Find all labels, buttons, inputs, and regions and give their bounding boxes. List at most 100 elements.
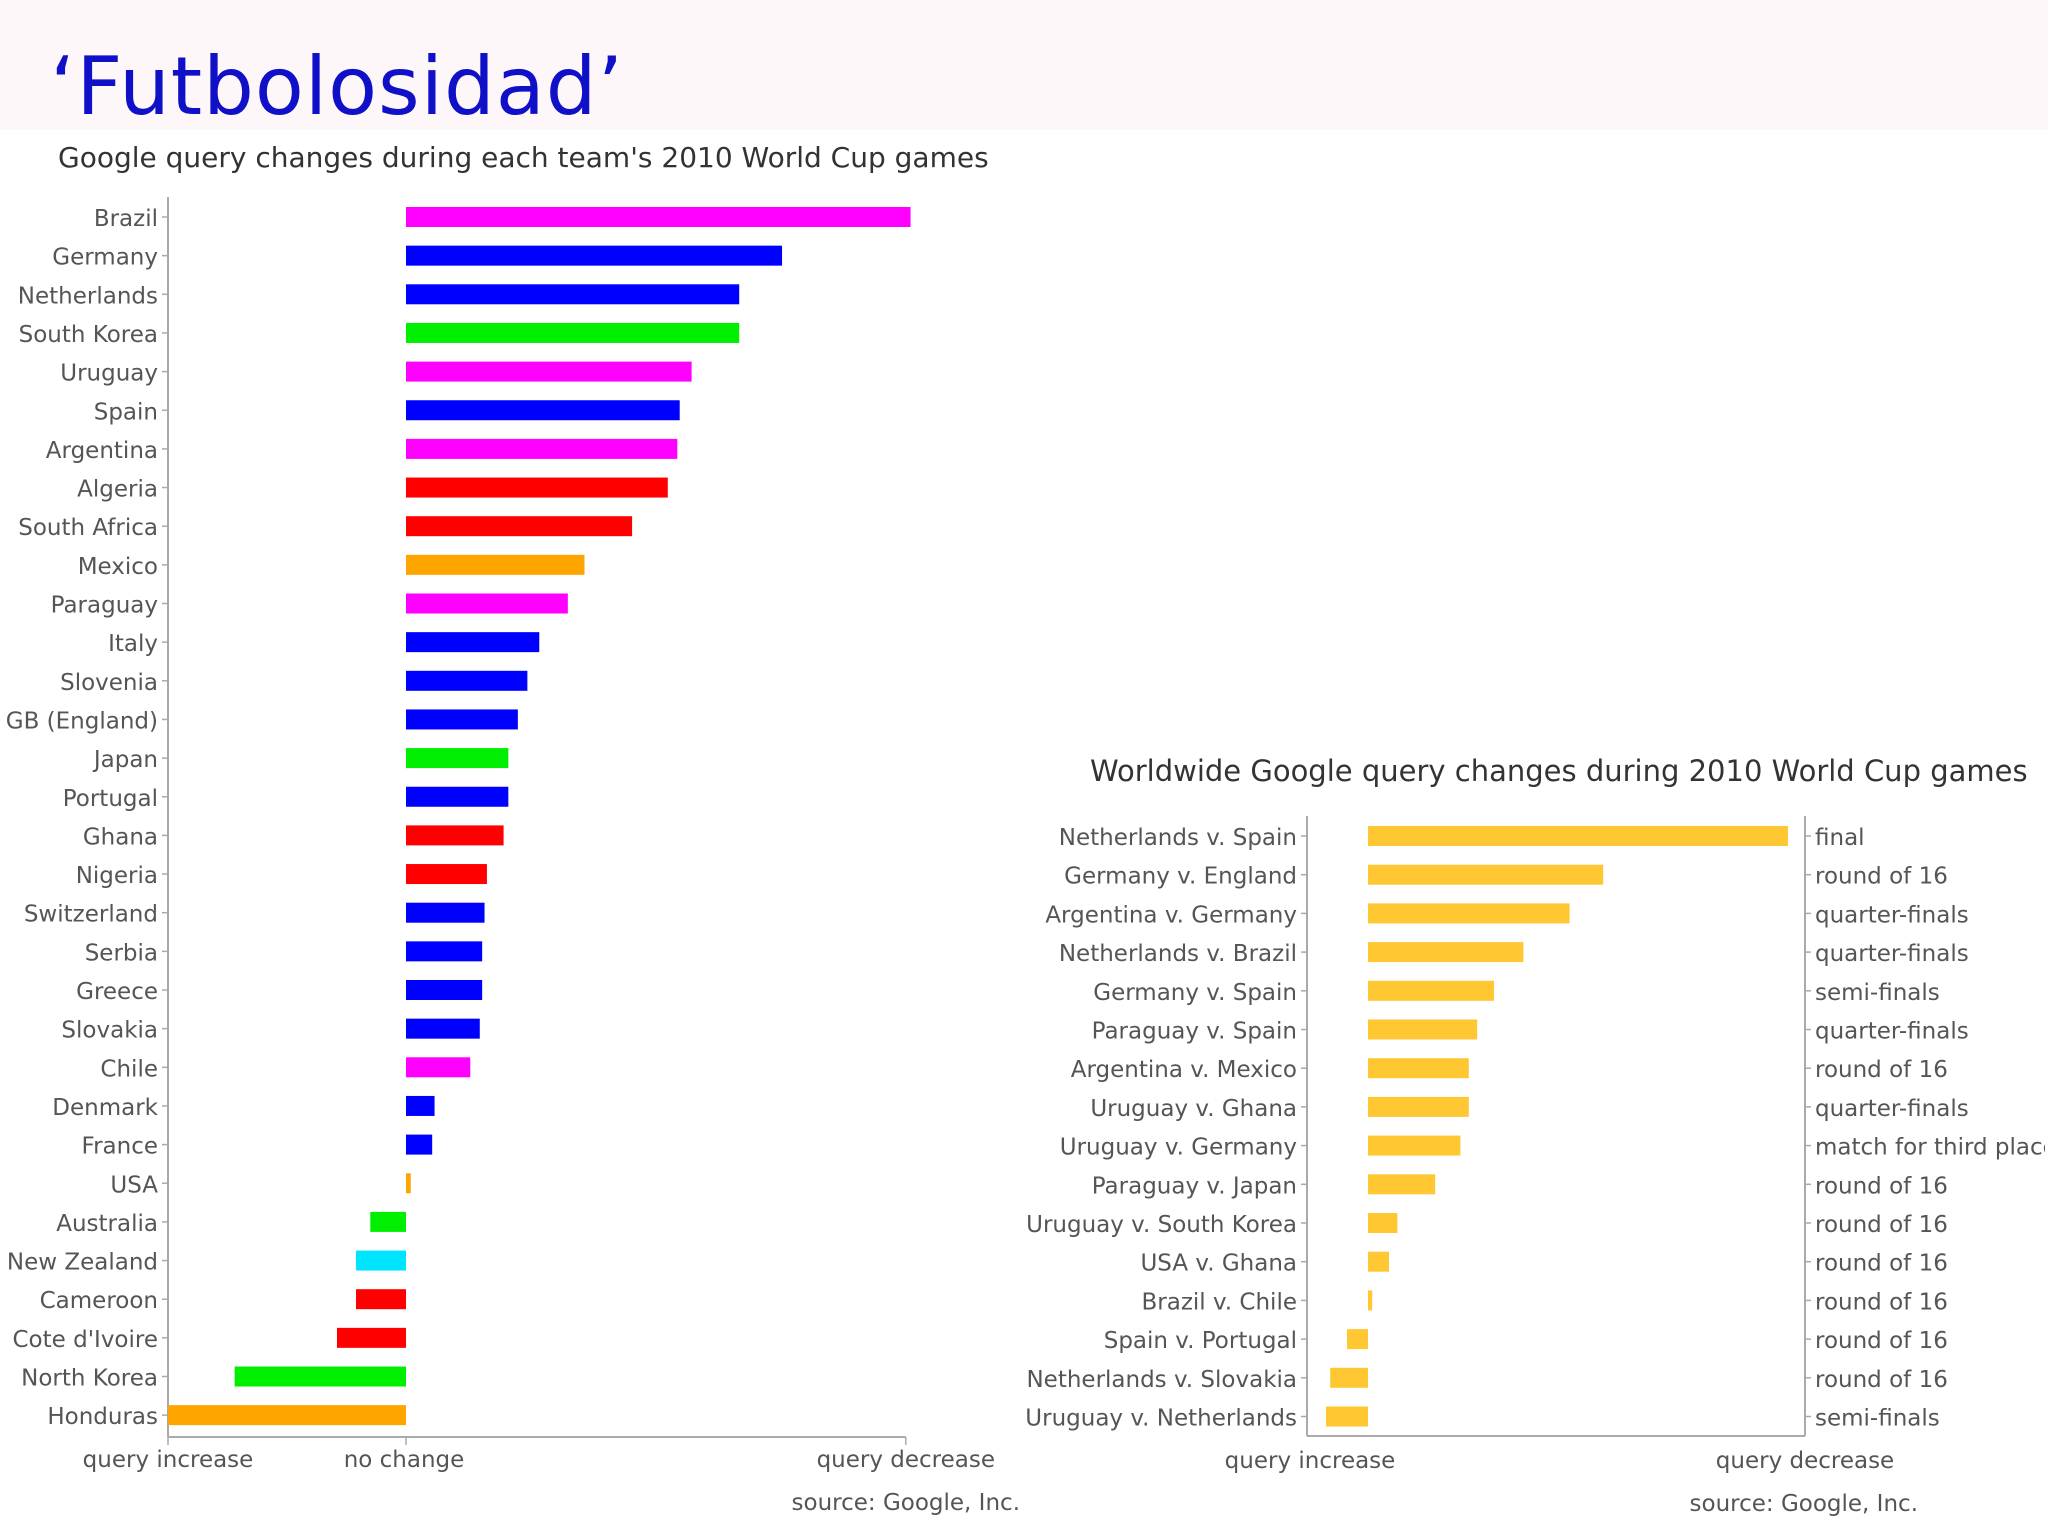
bar xyxy=(406,400,680,421)
category-label: Chile xyxy=(100,1056,158,1082)
stage-label: quarter-finals xyxy=(1815,1096,1969,1122)
category-label: GB (England) xyxy=(6,708,158,734)
category-label: Uruguay xyxy=(60,361,158,387)
bar xyxy=(406,632,540,653)
match-label: Netherlands v. Slovakia xyxy=(1026,1367,1297,1393)
x-label-increase: query increase xyxy=(1225,1448,1396,1474)
category-label: Slovenia xyxy=(60,670,158,696)
category-label: Serbia xyxy=(85,940,158,966)
stage-label: round of 16 xyxy=(1815,1057,1948,1083)
category-label: Japan xyxy=(92,747,158,773)
category-label: Mexico xyxy=(78,554,158,580)
match-label: Paraguay v. Japan xyxy=(1092,1173,1297,1199)
source-note: source: Google, Inc. xyxy=(792,1490,1020,1516)
category-label: Germany xyxy=(52,245,158,271)
stage-label: quarter-finals xyxy=(1815,1019,1969,1045)
bar xyxy=(1368,864,1604,885)
bar xyxy=(406,786,509,807)
category-label: Algeria xyxy=(77,477,158,503)
bar xyxy=(406,322,740,343)
category-label: Nigeria xyxy=(76,863,158,889)
bar xyxy=(406,670,528,691)
bar xyxy=(406,709,518,730)
bar xyxy=(1368,1290,1373,1311)
bar xyxy=(1368,826,1788,846)
category-label: North Korea xyxy=(21,1366,158,1392)
bar xyxy=(406,864,487,885)
bar xyxy=(1368,903,1570,924)
x-label-increase: query increase xyxy=(83,1447,254,1473)
bar xyxy=(406,980,483,1000)
bar xyxy=(1326,1406,1368,1427)
bar xyxy=(1368,1096,1469,1117)
bar xyxy=(406,438,678,459)
bar xyxy=(356,1289,406,1310)
stage-label: round of 16 xyxy=(1815,864,1948,890)
stage-label: round of 16 xyxy=(1815,1289,1948,1315)
match-label: Uruguay v. Germany xyxy=(1060,1135,1297,1161)
bar xyxy=(1368,1058,1469,1079)
category-label: New Zealand xyxy=(7,1250,158,1276)
category-label: Netherlands xyxy=(18,283,158,309)
bar xyxy=(1368,1213,1398,1233)
match-label: USA v. Ghana xyxy=(1140,1251,1297,1277)
stage-label: round of 16 xyxy=(1815,1212,1948,1238)
stage-label: semi-finals xyxy=(1815,1406,1940,1432)
bar xyxy=(1330,1367,1368,1388)
bar xyxy=(406,207,911,227)
category-label: Argentina xyxy=(46,438,158,464)
bar xyxy=(1368,942,1524,963)
category-label: Cameroon xyxy=(40,1288,158,1314)
bar xyxy=(370,1211,406,1232)
x-label-no-change: no change xyxy=(344,1447,465,1473)
match-label: Uruguay v. Netherlands xyxy=(1025,1406,1297,1432)
category-label: Spain xyxy=(94,399,158,425)
category-label: Portugal xyxy=(63,786,158,812)
category-label: Denmark xyxy=(52,1095,158,1121)
bar xyxy=(234,1366,406,1387)
category-label: Slovakia xyxy=(61,1018,158,1044)
stage-label: semi-finals xyxy=(1815,980,1940,1006)
stage-label: quarter-finals xyxy=(1815,902,1969,928)
category-label: South Korea xyxy=(19,322,158,348)
match-label: Spain v. Portugal xyxy=(1104,1328,1297,1354)
bar xyxy=(406,477,668,498)
category-label: Cote d'Ivoire xyxy=(13,1327,159,1353)
bar xyxy=(406,748,509,769)
match-label: Uruguay v. South Korea xyxy=(1026,1212,1297,1238)
x-label-decrease: query decrease xyxy=(1716,1448,1894,1474)
bar xyxy=(406,902,485,923)
category-label: Greece xyxy=(76,979,158,1005)
bar xyxy=(1368,1019,1478,1040)
bar xyxy=(1368,980,1494,1001)
match-label: Argentina v. Germany xyxy=(1045,902,1297,928)
source-note: source: Google, Inc. xyxy=(1690,1491,1918,1517)
category-label: Brazil xyxy=(94,206,158,232)
title-band xyxy=(0,0,2048,130)
bar xyxy=(406,941,483,962)
bar xyxy=(406,361,692,382)
match-label: Brazil v. Chile xyxy=(1141,1289,1297,1315)
bar xyxy=(1347,1329,1368,1350)
bar xyxy=(406,554,585,575)
stage-label: match for third place xyxy=(1815,1135,2045,1161)
stage-label: round of 16 xyxy=(1815,1367,1948,1393)
bar xyxy=(406,1095,435,1116)
match-label: Germany v. England xyxy=(1064,864,1297,890)
bar xyxy=(1368,1174,1436,1195)
match-label: Uruguay v. Ghana xyxy=(1090,1096,1297,1122)
category-label: Honduras xyxy=(47,1404,158,1430)
category-label: Switzerland xyxy=(24,902,158,928)
category-label: USA xyxy=(110,1172,158,1198)
bar xyxy=(406,825,504,846)
bar xyxy=(336,1327,406,1348)
category-label: South Africa xyxy=(18,515,158,541)
match-label: Germany v. Spain xyxy=(1093,980,1297,1006)
bar xyxy=(406,516,633,537)
stage-label: round of 16 xyxy=(1815,1328,1948,1354)
chart-title: Google query changes during each team's … xyxy=(58,141,989,174)
match-label: Argentina v. Mexico xyxy=(1071,1057,1297,1083)
bar xyxy=(1368,1251,1389,1272)
match-label: Netherlands v. Spain xyxy=(1059,825,1297,851)
bar xyxy=(406,593,568,614)
